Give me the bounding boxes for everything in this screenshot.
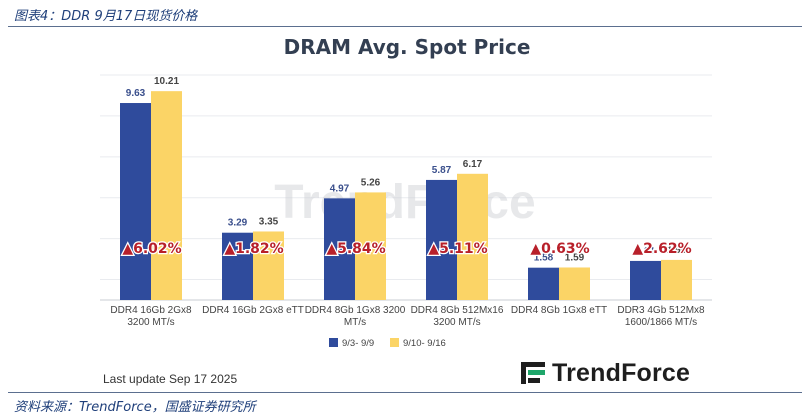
data-label: 1.59 xyxy=(565,252,585,263)
bar xyxy=(457,173,488,300)
data-label: 4.97 xyxy=(330,183,350,194)
change-label: ▲0.63% xyxy=(530,241,589,257)
legend-swatch xyxy=(390,338,399,347)
bar xyxy=(324,198,355,300)
bar xyxy=(559,267,590,300)
change-label: ▲2.62% xyxy=(632,241,691,257)
last-update-text: Last update Sep 17 2025 xyxy=(103,372,238,386)
data-label: 10.21 xyxy=(154,76,179,87)
bar xyxy=(528,267,559,300)
trendforce-logo-icon xyxy=(521,362,545,384)
bar xyxy=(151,91,182,300)
figure-caption: 图表4：DDR 9月17日现货价格 xyxy=(14,9,198,24)
change-label: ▲5.11% xyxy=(428,241,487,257)
tick-label: DDR4 16Gb 2Gx8 eTT xyxy=(202,305,304,316)
tick-label: 1600/1866 MT/s xyxy=(625,317,697,328)
bar xyxy=(355,192,386,300)
tick-label: 3200 MT/s xyxy=(127,317,174,328)
source-divider xyxy=(8,392,802,393)
change-label: ▲1.82% xyxy=(224,241,283,257)
bar xyxy=(630,260,661,300)
trendforce-logo: TrendForce xyxy=(520,358,690,388)
bar xyxy=(222,232,253,300)
tick-label: MT/s xyxy=(344,317,366,328)
chart-title: DRAM Avg. Spot Price xyxy=(284,35,531,59)
data-label: 9.63 xyxy=(126,88,146,99)
gridlines xyxy=(100,74,712,301)
bar xyxy=(120,103,151,300)
legend: 9/3- 9/9 9/10- 9/16 xyxy=(329,338,446,349)
data-label: 3.29 xyxy=(228,218,248,229)
change-label: ▲6.02% xyxy=(122,241,181,257)
data-label: 3.35 xyxy=(259,216,279,227)
data-label: 1.58 xyxy=(534,253,554,264)
brand-name: TrendForce xyxy=(552,358,691,387)
tick-label: 3200 MT/s xyxy=(433,317,480,328)
bar xyxy=(661,259,692,300)
data-label: 1.96 xyxy=(667,245,687,256)
bar xyxy=(426,179,457,300)
tick-label: DDR4 8Gb 1Gx8 3200 xyxy=(305,305,406,316)
caption-divider xyxy=(8,26,802,27)
bar xyxy=(253,231,284,300)
change-label: ▲5.84% xyxy=(326,241,385,257)
legend-swatch xyxy=(329,338,338,347)
legend-label: 9/3- 9/9 xyxy=(342,338,374,349)
legend-label: 9/10- 9/16 xyxy=(403,338,446,349)
data-label: 6.17 xyxy=(463,159,483,170)
bar-series: 9.63 10.21 ▲6.02% 3.29 3.35 ▲1.82% 4.97 5.26 ▲5.… xyxy=(120,76,693,300)
tick-label: DDR3 4Gb 512Mx8 xyxy=(617,305,705,316)
tick-label: DDR4 16Gb 2Gx8 xyxy=(110,305,192,316)
data-label: 1.91 xyxy=(636,246,656,257)
tick-label: DDR4 8Gb 512Mx16 xyxy=(411,305,504,316)
source-note: 资料来源：TrendForce，国盛证券研究所 xyxy=(14,400,256,415)
chart-panel: DRAM Avg. Spot Price TrendForce 9.63 10.2… xyxy=(100,35,712,349)
data-label: 5.87 xyxy=(432,165,452,176)
trendforce-watermark: TrendForce xyxy=(274,176,535,229)
data-label: 5.26 xyxy=(361,177,381,188)
tick-label: DDR4 8Gb 1Gx8 eTT xyxy=(511,305,607,316)
